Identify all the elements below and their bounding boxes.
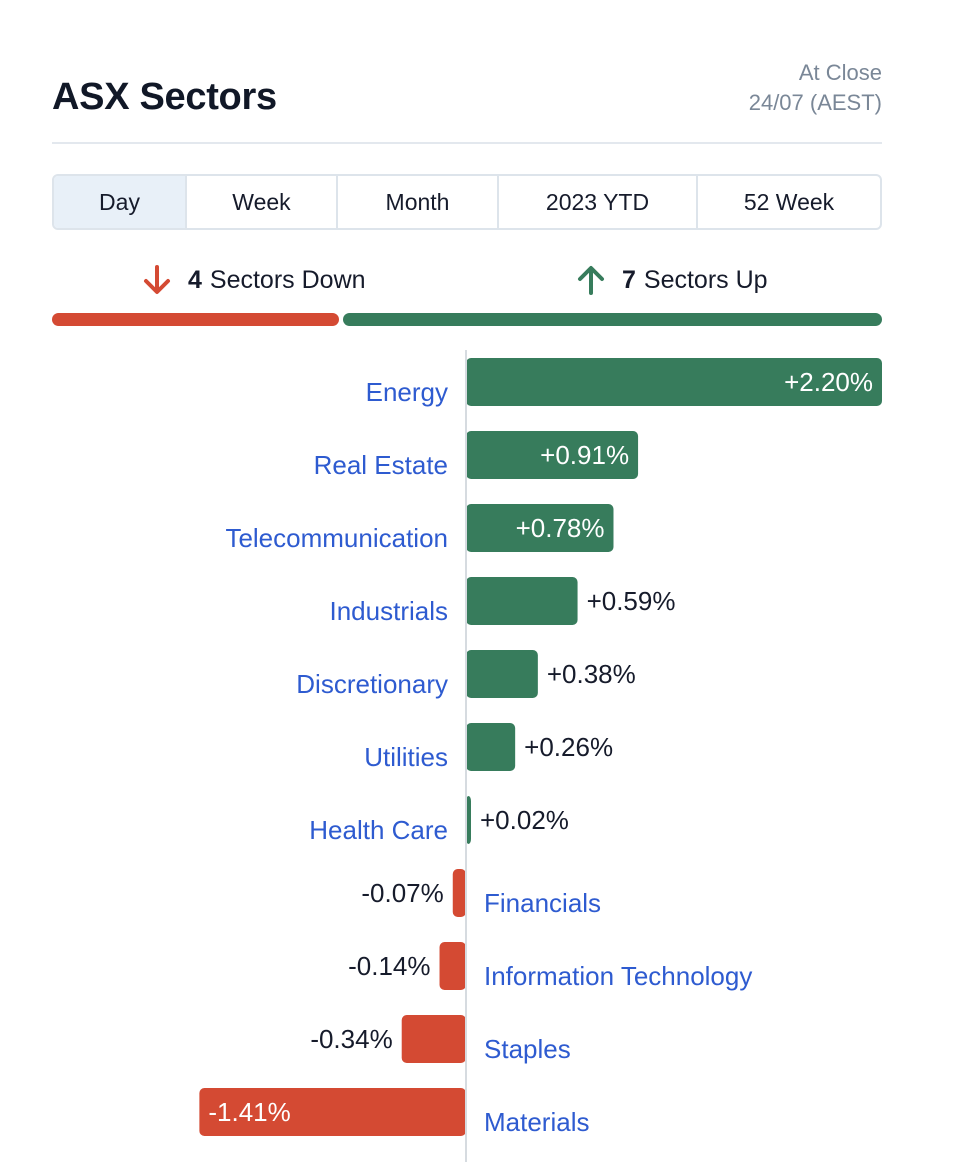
market-status-date: 24/07 (AEST) bbox=[748, 90, 882, 115]
sectors-up-count: 7 bbox=[622, 265, 636, 294]
category-label-materials[interactable]: Materials bbox=[484, 1107, 589, 1137]
market-breadth-bar bbox=[52, 313, 882, 326]
category-label-discretionary[interactable]: Discretionary bbox=[296, 669, 448, 699]
tab-month[interactable]: Month bbox=[338, 176, 499, 228]
widget-header: ASX Sectors At Close 24/07 (AEST) bbox=[52, 56, 882, 144]
bar-energy bbox=[466, 358, 882, 406]
bar-telecommunication bbox=[466, 504, 614, 552]
value-label-health-care: +0.02% bbox=[480, 805, 569, 835]
bar-information-technology bbox=[439, 942, 466, 990]
value-label-real-estate: +0.91% bbox=[540, 440, 629, 470]
value-label-discretionary: +0.38% bbox=[547, 659, 636, 689]
category-label-telecommunication[interactable]: Telecommunication bbox=[225, 523, 448, 553]
value-label-industrials: +0.59% bbox=[587, 586, 676, 616]
value-label-materials: -1.41% bbox=[208, 1097, 290, 1127]
sectors-up-label: Sectors Up bbox=[643, 265, 768, 294]
category-label-health-care[interactable]: Health Care bbox=[309, 815, 448, 845]
sectors-down-label: Sectors Down bbox=[209, 265, 366, 294]
category-label-financials[interactable]: Financials bbox=[484, 888, 601, 918]
category-label-utilities[interactable]: Utilities bbox=[364, 742, 448, 772]
sectors-up-summary: 7 Sectors Up bbox=[574, 262, 768, 298]
market-status-label: At Close bbox=[798, 60, 882, 85]
arrow-up-icon bbox=[578, 266, 604, 295]
widget-title: ASX Sectors bbox=[52, 76, 277, 118]
tab-day[interactable]: Day bbox=[54, 176, 187, 228]
value-label-information-technology: -0.14% bbox=[348, 951, 430, 981]
bar-staples bbox=[401, 1015, 466, 1063]
bar-utilities bbox=[466, 723, 516, 771]
arrow-down-icon bbox=[144, 265, 170, 294]
bar-materials bbox=[199, 1088, 466, 1136]
bar-real-estate bbox=[466, 431, 639, 479]
sector-performance-chart: Energy +2.20% Real Estate +0.91% Telecommuni… bbox=[199, 350, 882, 1162]
bar-discretionary bbox=[466, 650, 538, 698]
tab-2023-ytd[interactable]: 2023 YTD bbox=[499, 176, 698, 228]
value-label-telecommunication: +0.78% bbox=[516, 513, 605, 543]
category-label-staples[interactable]: Staples bbox=[484, 1034, 571, 1064]
bar-financials bbox=[452, 869, 466, 917]
sectors-down-count: 4 bbox=[188, 265, 202, 294]
breadth-up-segment bbox=[343, 313, 882, 326]
category-label-information-technology[interactable]: Information Technology bbox=[484, 961, 752, 991]
category-label-real-estate[interactable]: Real Estate bbox=[314, 450, 448, 480]
breadth-down-segment bbox=[52, 313, 339, 326]
period-tabs: Day Week Month 2023 YTD 52 Week bbox=[52, 174, 882, 230]
category-label-energy[interactable]: Energy bbox=[366, 377, 448, 407]
sectors-down-summary: 4 Sectors Down bbox=[140, 262, 366, 298]
value-label-energy: +2.20% bbox=[784, 367, 873, 397]
category-label-industrials[interactable]: Industrials bbox=[330, 596, 449, 626]
value-label-financials: -0.07% bbox=[361, 878, 443, 908]
bar-industrials bbox=[466, 577, 578, 625]
tab-week[interactable]: Week bbox=[187, 176, 338, 228]
bar-health-care bbox=[466, 796, 471, 844]
value-label-staples: -0.34% bbox=[310, 1024, 392, 1054]
value-label-utilities: +0.26% bbox=[524, 732, 613, 762]
tab-52-week[interactable]: 52 Week bbox=[743, 189, 835, 215]
market-status: At Close 24/07 (AEST) bbox=[749, 58, 882, 118]
